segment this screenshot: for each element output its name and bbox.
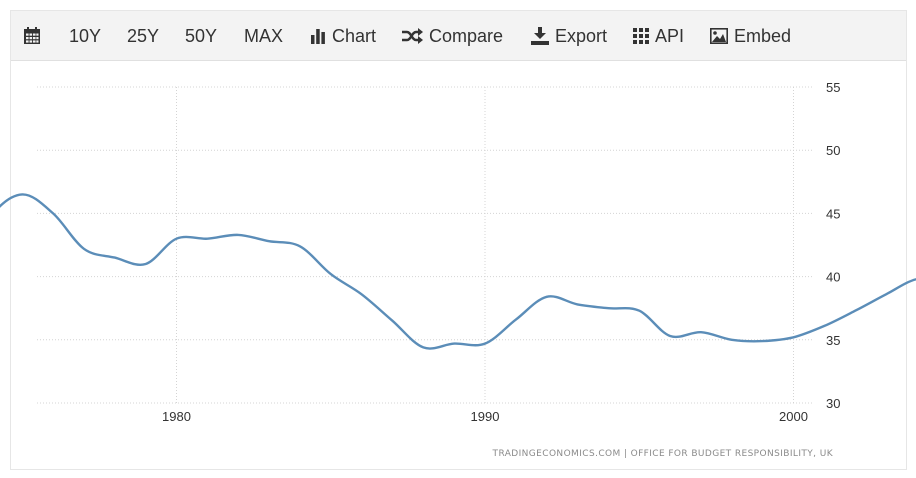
series-line bbox=[0, 193, 916, 350]
calendar-button[interactable] bbox=[23, 24, 47, 48]
compare-button-label: Compare bbox=[429, 26, 504, 46]
chart-frame bbox=[10, 10, 907, 470]
chart-button[interactable]: Chart bbox=[310, 24, 376, 48]
range-max-button[interactable]: MAX bbox=[244, 26, 284, 46]
grid-icon bbox=[633, 28, 649, 44]
embed-button[interactable]: Embed bbox=[710, 24, 791, 48]
y-tick-label: 30 bbox=[826, 396, 840, 411]
range-10y-button[interactable]: 10Y bbox=[69, 26, 102, 46]
grid bbox=[37, 86, 812, 404]
download-icon bbox=[531, 27, 549, 45]
api-button-label: API bbox=[655, 26, 685, 46]
y-tick-label: 55 bbox=[826, 80, 840, 95]
y-tick-label: 45 bbox=[826, 206, 840, 221]
x-tick-label: 1980 bbox=[162, 409, 191, 424]
toolbar: 10Y 25Y 50Y MAX Chart Compare Export bbox=[11, 11, 906, 61]
y-tick-label: 40 bbox=[826, 270, 840, 285]
api-button[interactable]: API bbox=[633, 24, 684, 48]
x-tick-label: 1990 bbox=[471, 409, 500, 424]
bar-chart-icon bbox=[311, 29, 325, 44]
x-tick-label: 2000 bbox=[779, 409, 808, 424]
chart-button-label: Chart bbox=[332, 26, 377, 46]
compare-button[interactable]: Compare bbox=[401, 24, 503, 48]
export-button-label: Export bbox=[555, 26, 608, 46]
calendar-icon bbox=[24, 27, 40, 44]
embed-button-label: Embed bbox=[734, 26, 792, 46]
image-icon bbox=[710, 28, 728, 44]
range-25y-button[interactable]: 25Y bbox=[127, 26, 160, 46]
shuffle-icon bbox=[402, 28, 423, 44]
x-axis-ticks: 19801990200020102020 bbox=[162, 409, 808, 424]
source-credit: TRADINGECONOMICS.COM | OFFICE FOR BUDGET… bbox=[492, 449, 834, 459]
y-tick-label: 35 bbox=[826, 333, 840, 348]
y-axis-ticks: 30 35 40 45 50 55 bbox=[826, 80, 840, 411]
range-50y-button[interactable]: 50Y bbox=[185, 26, 218, 46]
y-tick-label: 50 bbox=[826, 143, 840, 158]
export-button[interactable]: Export bbox=[531, 24, 607, 48]
